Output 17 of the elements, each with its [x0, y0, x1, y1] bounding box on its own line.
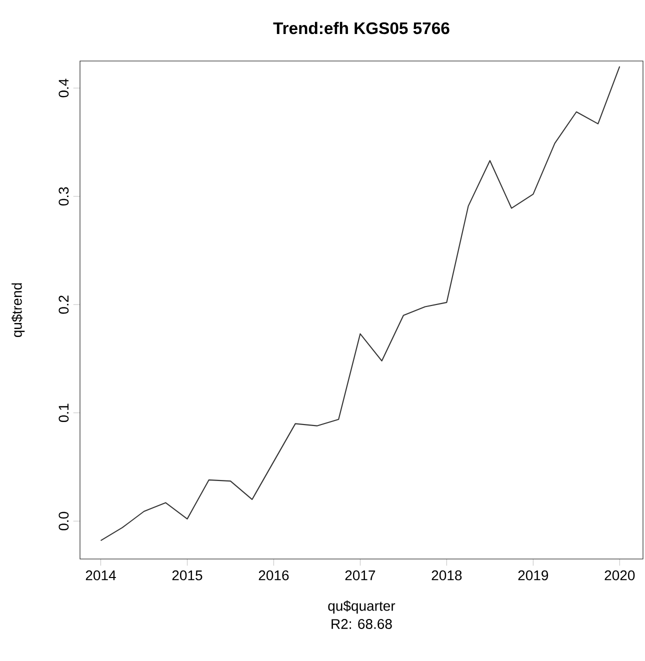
x-tick-label: 2015	[172, 570, 202, 580]
chart-title: Trend:efh KGS05 5766	[273, 22, 450, 34]
x-tick-label: 2020	[604, 570, 635, 580]
x-tick-label: 2017	[345, 570, 376, 580]
y-tick-label: 0.0	[58, 512, 69, 530]
y-tick-label: 0.3	[58, 187, 69, 206]
y-tick-label: 0.4	[58, 78, 69, 98]
x-tick-label: 2019	[518, 570, 548, 580]
x-tick-label: 2014	[86, 570, 116, 580]
text: R2: 68.68	[332, 619, 392, 629]
line-series	[100, 66, 620, 542]
x-tick-label: 2018	[432, 570, 462, 580]
x-tick-label: 2016	[258, 570, 289, 580]
x-axis-title: qu$quarter	[328, 600, 396, 614]
y-tick-label: 0.1	[58, 404, 69, 422]
y-axis-title: qu$trend	[11, 283, 25, 338]
y-tick-label: 0.2	[58, 296, 69, 314]
